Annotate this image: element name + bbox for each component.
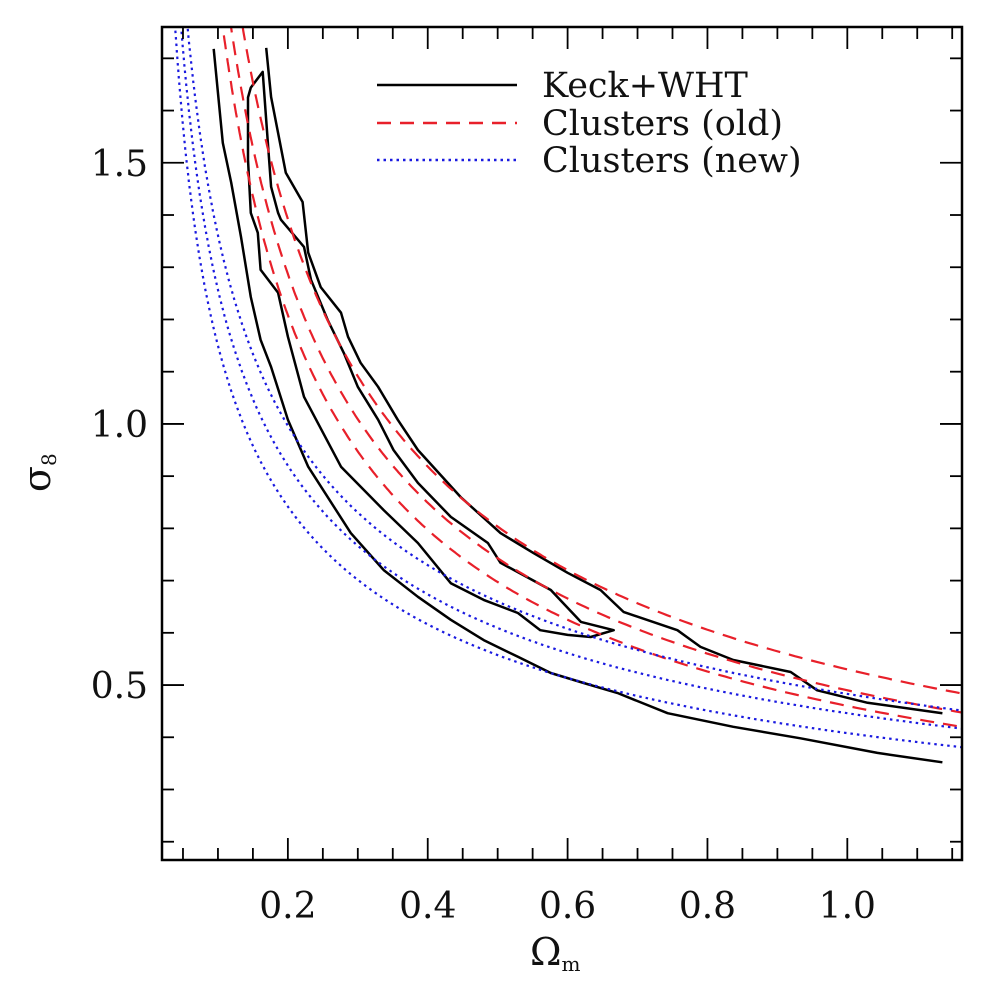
x-tick-label: 0.8 xyxy=(679,886,736,927)
series-keck-wht-outer-contour-upper-branch xyxy=(264,47,943,715)
legend-label-clusters-old: Clusters (old) xyxy=(542,104,783,144)
legend-label-keck-wht: Keck+WHT xyxy=(542,66,748,106)
x-tick-label: 0.6 xyxy=(539,886,596,927)
series-clusters-old-upper xyxy=(241,28,961,695)
series-clusters-old-lower xyxy=(221,28,961,728)
axis-ticks xyxy=(162,27,962,860)
series-clusters-new-lower xyxy=(174,28,961,749)
y-tick-label: 1.5 xyxy=(91,144,148,185)
x-tick-label: 0.4 xyxy=(399,886,456,927)
y-tick-label: 0.5 xyxy=(91,666,148,707)
series-keck-wht-outer-contour-lower-branch xyxy=(212,48,943,764)
x-tick-label: 0.2 xyxy=(259,886,316,927)
legend: Keck+WHT Clusters (old) Clusters (new) xyxy=(377,66,802,181)
x-tick-label: 1.0 xyxy=(819,886,876,927)
y-tick-label: 1.0 xyxy=(91,405,148,446)
plot-area xyxy=(174,28,961,764)
plot-frame xyxy=(160,25,964,862)
y-axis-title: σ8 xyxy=(15,453,61,492)
legend-label-clusters-new: Clusters (new) xyxy=(542,141,802,181)
tick-labels: 0.2 0.4 0.6 0.8 1.0 0.5 1.0 1.5 xyxy=(91,144,876,927)
series-clusters-old-central xyxy=(230,28,961,714)
series-keck-wht-inner-contour xyxy=(246,70,615,639)
x-axis-title: Ωm xyxy=(530,930,581,976)
